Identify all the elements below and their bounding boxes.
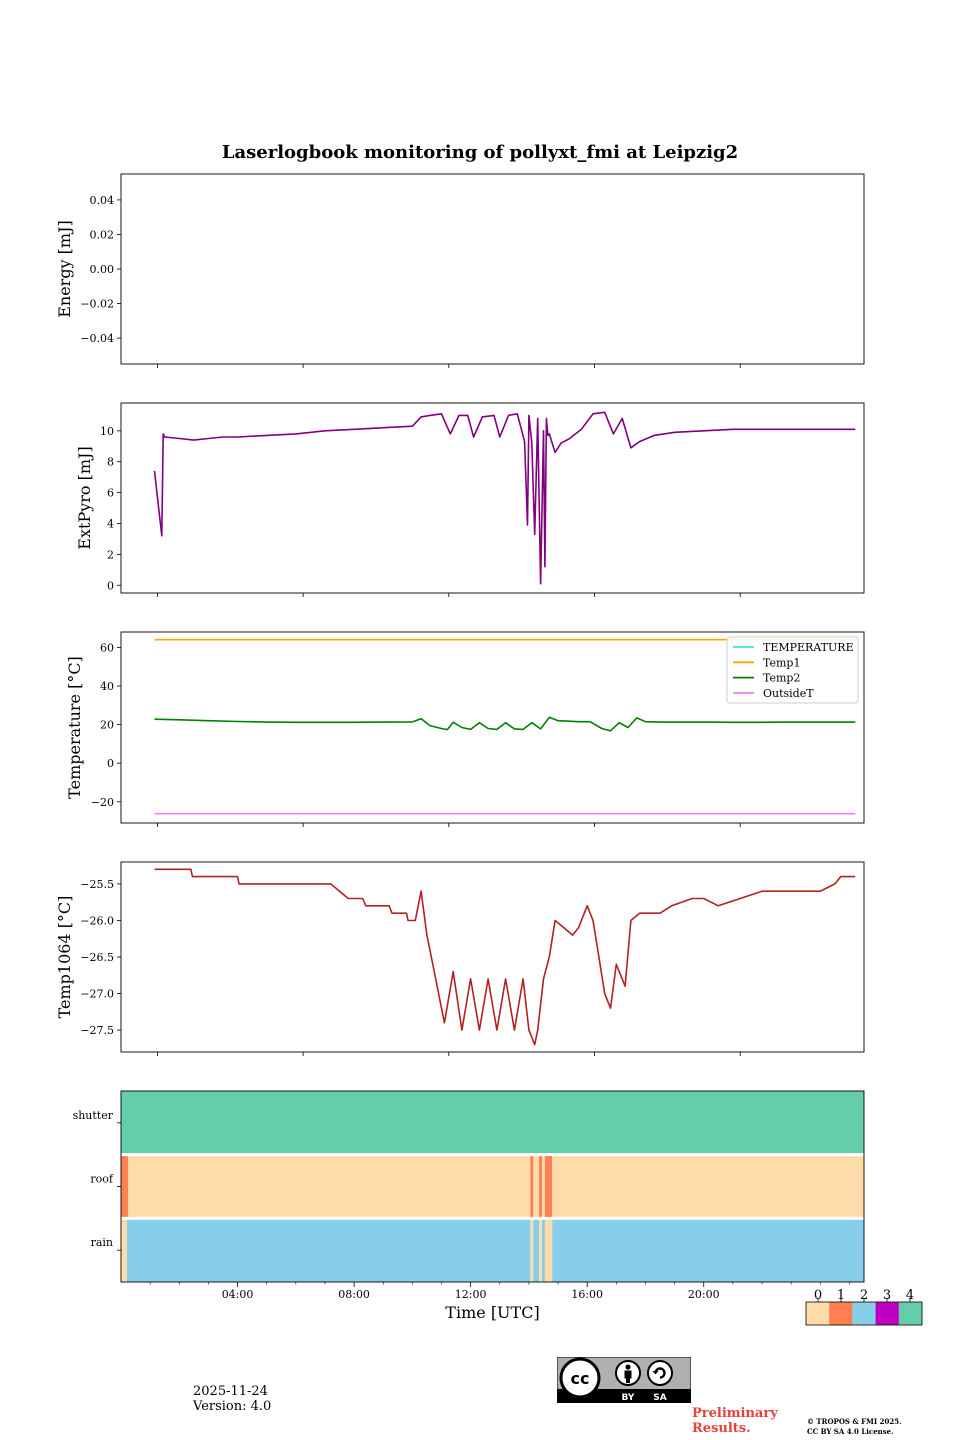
flag-segment-roof — [552, 1154, 864, 1219]
svg-text:cc: cc — [571, 1369, 590, 1388]
axes-frame-temp1064 — [120, 861, 865, 1053]
ytick-label: 60 — [100, 641, 114, 654]
figure-title: Laserlogbook monitoring of pollyxt_fmi a… — [222, 142, 738, 163]
ytick-label: −20 — [91, 796, 114, 809]
axes-frame-temperature — [120, 631, 865, 824]
sa-share-alike-icon — [647, 1360, 673, 1386]
ytick-label: 0.04 — [90, 194, 115, 207]
row-label-shutter: shutter — [73, 1109, 114, 1122]
colorbar-cell-3 — [875, 1302, 900, 1325]
colorbar-tick-label: 1 — [837, 1288, 845, 1303]
panel-temperature: −20 0 20 40 60 Temperature [°C] TEMPERATURE Tem… — [65, 631, 865, 827]
ytick-label: 0.02 — [90, 228, 115, 241]
ytick-label: 0 — [107, 757, 114, 770]
ytick-label: −26.5 — [80, 951, 114, 964]
panel-flags: shutter roof rain 04:00 08:00 12:00 16:00 20:00… — [73, 1090, 865, 1322]
xtick-label: 16:00 — [571, 1288, 603, 1301]
legend: TEMPERATURE Temp1 Temp2 OutsideT — [726, 636, 859, 704]
badge-by-label: BY — [622, 1393, 635, 1403]
flag-segment-rain — [530, 1218, 534, 1282]
preliminary-line-1: Preliminary — [692, 1406, 778, 1421]
xtick-label: 04:00 — [222, 1288, 254, 1301]
flag-segment-rain — [552, 1218, 864, 1282]
series-line-temp1064 — [154, 868, 856, 1046]
colorbar-cell-0 — [806, 1302, 830, 1325]
flag-segment-roof — [128, 1154, 531, 1219]
axes-frame-energy — [120, 173, 865, 365]
xlabel-time: Time [UTC] — [445, 1303, 539, 1322]
colorbar-tick-label: 3 — [883, 1288, 891, 1303]
xtick-label: 20:00 — [688, 1288, 720, 1301]
ylabel-energy: Energy [mJ] — [55, 220, 74, 318]
ytick-label: 0 — [107, 579, 114, 592]
colorbar-tick-label: 4 — [906, 1288, 914, 1303]
by-person-icon — [615, 1360, 641, 1386]
flag-segment-rain — [539, 1218, 543, 1282]
footer-version: Version: 4.0 — [193, 1399, 272, 1414]
ytick-label: −0.04 — [80, 332, 114, 345]
flag-segment-roof — [544, 1154, 553, 1219]
flag-segment-roof — [539, 1154, 543, 1219]
license-badge: cc BY SA — [557, 1357, 691, 1403]
panel-temp1064: −27.5 −27.0 −26.5 −26.0 −25.5 Temp1064 [°C] — [55, 861, 865, 1056]
axes-frame-extpyro — [120, 402, 865, 594]
footer-date: 2025-11-24 — [193, 1384, 268, 1399]
series-line-temp2 — [154, 716, 856, 732]
panel-energy: −0.04 −0.02 0.00 0.02 0.04 Energy [mJ] — [55, 173, 865, 368]
ylabel-extpyro: ExtPyro [mJ] — [75, 446, 94, 549]
ytick-label: −25.5 — [80, 878, 114, 891]
ytick-label: 8 — [107, 456, 114, 469]
flag-segment-rain — [121, 1218, 127, 1282]
legend-label-temperature: TEMPERATURE — [763, 641, 854, 654]
ylabel-temp1064: Temp1064 [°C] — [55, 896, 74, 1019]
flag-segment-rain — [126, 1218, 531, 1282]
xtick-label: 12:00 — [455, 1288, 487, 1301]
flag-segment-rain — [542, 1218, 545, 1282]
flag-segment-roof — [121, 1154, 129, 1219]
colorbar-tick-label: 0 — [814, 1288, 822, 1303]
panel-extpyro: 0 2 4 6 8 10 ExtPyro [mJ] — [75, 402, 865, 597]
colorbar-cell-1 — [829, 1302, 853, 1325]
flag-segment-shutter — [121, 1091, 864, 1155]
xtick-label: 08:00 — [338, 1288, 370, 1301]
copyright-line-1: © TROPOS & FMI 2025. — [807, 1417, 902, 1426]
ytick-label: 40 — [100, 680, 114, 693]
flag-segment-roof — [542, 1154, 545, 1219]
cc-icon: cc — [559, 1357, 601, 1399]
ytick-label: 2 — [107, 548, 114, 561]
ytick-label: 4 — [107, 517, 114, 530]
series-line-extpyro — [153, 411, 856, 585]
copyright-notice: © TROPOS & FMI 2025. CC BY SA 4.0 Licens… — [807, 1417, 902, 1437]
legend-box — [726, 636, 859, 704]
colorbar-cell-2 — [852, 1302, 876, 1325]
flag-segment-roof — [530, 1154, 534, 1219]
ytick-label: 20 — [100, 719, 114, 732]
flag-segment-rain — [533, 1218, 540, 1282]
ytick-label: −27.5 — [80, 1024, 114, 1037]
copyright-line-2: CC BY SA 4.0 License. — [807, 1427, 894, 1436]
row-label-rain: rain — [91, 1236, 113, 1249]
ylabel-temperature: Temperature [°C] — [65, 656, 84, 799]
legend-label-temp2: Temp2 — [763, 672, 800, 685]
colorbar-tick-label: 2 — [860, 1288, 868, 1303]
axes-frame-flags — [120, 1090, 865, 1283]
ytick-label: 6 — [107, 487, 114, 500]
ytick-label: −0.02 — [80, 298, 114, 311]
flag-segment-rain — [544, 1218, 553, 1282]
preliminary-line-2: Results. — [692, 1421, 751, 1436]
colorbar-cell-4 — [898, 1302, 923, 1325]
flag-segment-roof — [533, 1154, 540, 1219]
ytick-label: 0.00 — [90, 263, 115, 276]
legend-label-outsidet: OutsideT — [763, 687, 814, 700]
preliminary-results-label: Preliminary Results. — [692, 1406, 778, 1436]
badge-sa-label: SA — [653, 1393, 666, 1403]
ytick-label: 10 — [100, 425, 114, 438]
row-label-roof: roof — [90, 1173, 114, 1186]
ytick-label: −26.0 — [80, 914, 114, 927]
ytick-label: −27.0 — [80, 988, 114, 1001]
legend-label-temp1: Temp1 — [763, 656, 800, 669]
